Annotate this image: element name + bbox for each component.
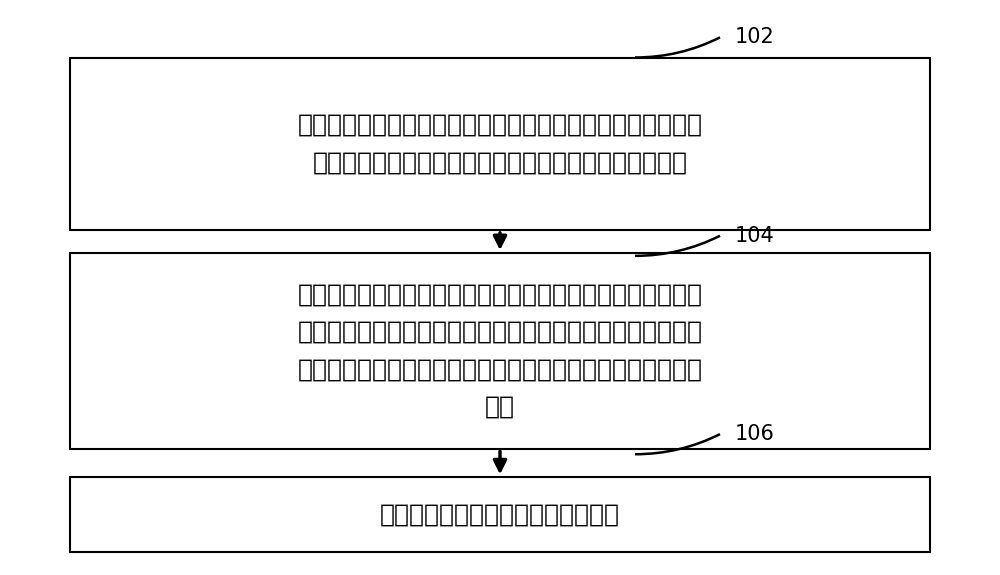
Text: 将任意两个键值变化量分别确定为第一目标键值变化量和第二
目标键值变化量；根据第一目标键值变化量和第二目标键值变
化量的大小关系，确定第一距离和第二距离的比例，得: 将任意两个键值变化量分别确定为第一目标键值变化量和第二 目标键值变化量；根据第一…	[298, 283, 702, 419]
FancyBboxPatch shape	[70, 58, 930, 230]
Text: 106: 106	[735, 424, 775, 444]
Text: 根据键值比例得到触摸点的位置信息: 根据键值比例得到触摸点的位置信息	[380, 503, 620, 527]
Text: 104: 104	[735, 226, 775, 246]
Text: 分别获取至少三个呈环形阵列分布的触摸按键对应的键值变化
量，若任意一个键值变化量满足预设要求则认为存在触摸: 分别获取至少三个呈环形阵列分布的触摸按键对应的键值变化 量，若任意一个键值变化量…	[298, 113, 702, 174]
FancyBboxPatch shape	[70, 253, 930, 448]
FancyBboxPatch shape	[70, 477, 930, 552]
Text: 102: 102	[735, 28, 775, 47]
